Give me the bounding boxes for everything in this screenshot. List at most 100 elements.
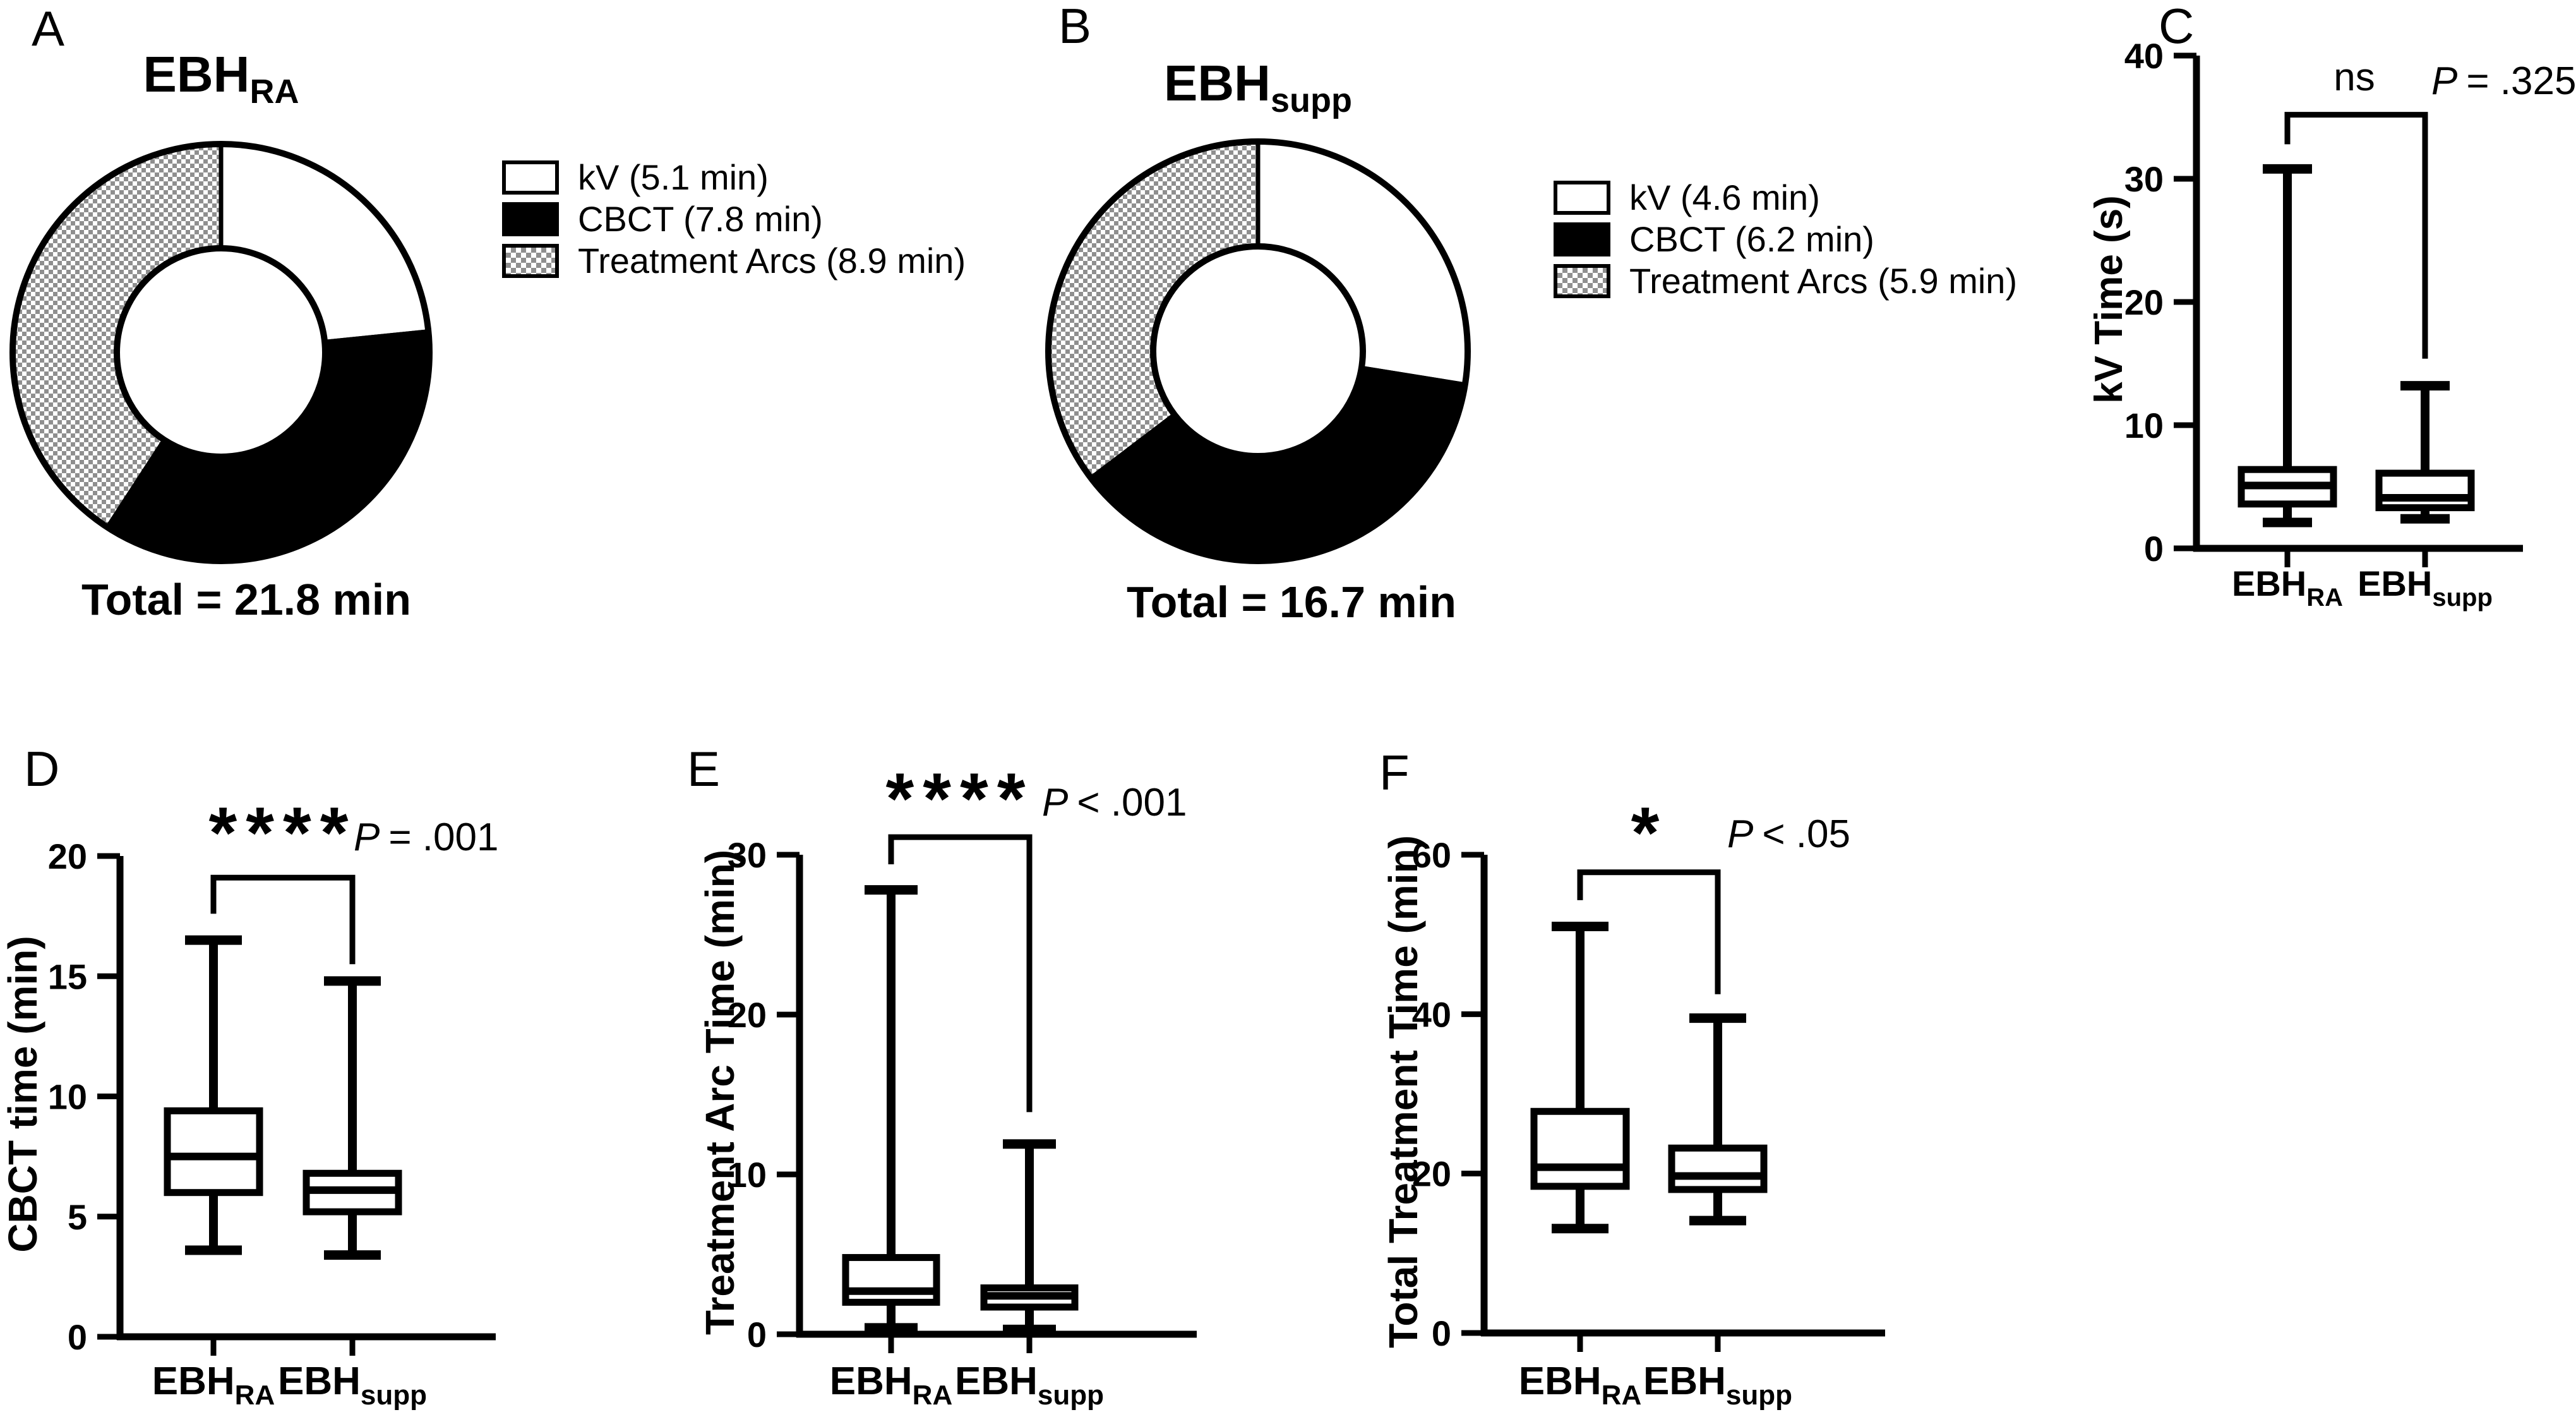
box-iqr bbox=[2375, 469, 2475, 512]
p-value-text: = .325 bbox=[2466, 59, 2576, 103]
y-tick-label: 30 bbox=[728, 835, 767, 875]
xlabel-sub: RA bbox=[912, 1380, 953, 1411]
legend-item-cbct: CBCT (7.8 min) bbox=[502, 198, 966, 240]
y-tick-label: 20 bbox=[728, 995, 767, 1035]
significance-bracket bbox=[2284, 112, 2428, 359]
donut-a-title-main: EBH bbox=[143, 46, 250, 102]
significance-bracket bbox=[210, 874, 356, 965]
boxplot-e-significance: **** bbox=[885, 759, 1034, 840]
y-tick-label: 20 bbox=[2124, 282, 2164, 322]
boxplot-d-significance: **** bbox=[208, 793, 357, 874]
donut-b-title-sub: supp bbox=[1270, 81, 1352, 119]
xlabel-main: EBH bbox=[829, 1360, 913, 1403]
donut-a-title: EBHRA bbox=[0, 49, 442, 109]
y-tick-label: 0 bbox=[68, 1317, 87, 1357]
xlabel-main: EBH bbox=[2231, 564, 2307, 603]
p-symbol: P bbox=[354, 816, 380, 859]
boxplot-f-pvalue: P < .05 bbox=[1727, 815, 1850, 854]
xlabel-main: EBH bbox=[152, 1360, 235, 1403]
p-value-text: = .001 bbox=[388, 816, 499, 859]
donut-A-chart bbox=[9, 141, 433, 564]
panel-b-letter: B bbox=[1058, 0, 1092, 54]
box-iqr bbox=[164, 1107, 263, 1197]
legend-label-kv: kV (5.1 min) bbox=[578, 157, 769, 197]
legend-label-arcs: Treatment Arcs (8.9 min) bbox=[578, 241, 966, 280]
boxplot-c-xlabel-supp: EBHsupp bbox=[2318, 564, 2532, 612]
boxplot-c-pvalue: P = .325 bbox=[2431, 62, 2576, 101]
cbct-swatch-icon bbox=[1554, 222, 1610, 256]
xlabel-main: EBH bbox=[1518, 1360, 1602, 1403]
box-iqr bbox=[842, 1254, 940, 1306]
donut-a-title-sub: RA bbox=[249, 73, 299, 111]
panel-f-letter: F bbox=[1379, 745, 1410, 800]
boxplot-F-chart: 0 20 40 60 bbox=[1412, 835, 1885, 1353]
donut-b-legend: kV (4.6 min) CBCT (6.2 min) Treatment Ar… bbox=[1554, 177, 2017, 302]
legend-item-kv: kV (4.6 min) bbox=[1554, 177, 2017, 219]
xlabel-main: EBH bbox=[2357, 564, 2433, 603]
legend-label-kv: kV (4.6 min) bbox=[1629, 178, 1820, 217]
donut-b-title-main: EBH bbox=[1164, 55, 1271, 111]
arcs-swatch-icon bbox=[1554, 264, 1610, 298]
boxplot-d-ylabel: CBCT time (min) bbox=[0, 936, 45, 1253]
arcs-swatch-icon bbox=[502, 244, 559, 278]
xlabel-main: EBH bbox=[954, 1360, 1038, 1403]
p-symbol: P bbox=[2431, 59, 2458, 103]
xlabel-sub: supp bbox=[2432, 584, 2493, 612]
xlabel-sub: supp bbox=[1037, 1380, 1104, 1411]
donut-b-title: EBHsupp bbox=[1037, 58, 1479, 118]
legend-item-arcs: Treatment Arcs (8.9 min) bbox=[502, 240, 966, 282]
boxplot-f-significance: * bbox=[1631, 793, 1668, 874]
significance-bracket bbox=[888, 834, 1033, 1112]
panel-c-letter: C bbox=[2159, 0, 2195, 54]
boxplot-f-ylabel: Total Treatment Time (min) bbox=[1381, 835, 1426, 1348]
boxplot-e-ylabel: Treatment Arc Time (min) bbox=[697, 849, 743, 1336]
boxplot-d-pvalue: P = .001 bbox=[354, 818, 498, 857]
boxplot-C-chart: 0 10 20 30 40 bbox=[2124, 36, 2523, 569]
donut-b-total: Total = 16.7 min bbox=[1127, 577, 1456, 627]
boxplot-f-xlabel-ra: EBHRA bbox=[1473, 1362, 1687, 1409]
boxplot-D-chart: 0 5 10 15 20 bbox=[48, 836, 496, 1357]
xlabel-sub: supp bbox=[1725, 1380, 1792, 1411]
boxplot-e-xlabel-supp: EBHsupp bbox=[922, 1362, 1137, 1409]
donut-a-total: Total = 21.8 min bbox=[81, 575, 411, 624]
panel-a-letter: A bbox=[32, 1, 65, 56]
kv-swatch-icon bbox=[502, 160, 559, 195]
box-iqr bbox=[1668, 1144, 1768, 1193]
p-value-text: < .001 bbox=[1077, 781, 1187, 824]
box-iqr bbox=[1530, 1107, 1630, 1190]
y-tick-label: 0 bbox=[747, 1315, 767, 1354]
panel-e-letter: E bbox=[687, 741, 721, 797]
y-tick-label: 10 bbox=[48, 1077, 87, 1117]
donut-slice bbox=[1046, 139, 1261, 481]
xlabel-sub: supp bbox=[360, 1380, 427, 1411]
boxplot-d-xlabel-supp: EBHsupp bbox=[245, 1362, 460, 1409]
boxplot-f-xlabel-supp: EBHsupp bbox=[1610, 1362, 1825, 1409]
y-tick-label: 0 bbox=[2144, 529, 2164, 569]
y-tick-label: 5 bbox=[68, 1197, 87, 1237]
legend-item-arcs: Treatment Arcs (5.9 min) bbox=[1554, 260, 2017, 302]
y-tick-label: 10 bbox=[2124, 406, 2164, 445]
y-tick-label: 10 bbox=[728, 1155, 767, 1195]
xlabel-main: EBH bbox=[1643, 1360, 1726, 1403]
y-tick-label: 40 bbox=[2124, 36, 2164, 76]
boxplot-c-ylabel: kV Time (s) bbox=[2087, 195, 2131, 404]
xlabel-sub: RA bbox=[234, 1380, 275, 1411]
y-tick-label: 15 bbox=[48, 956, 87, 996]
significance-bracket bbox=[1577, 869, 1721, 994]
donut-B-chart bbox=[1045, 138, 1471, 564]
y-tick-label: 30 bbox=[2124, 159, 2164, 199]
cbct-swatch-icon bbox=[502, 202, 559, 236]
legend-item-cbct: CBCT (6.2 min) bbox=[1554, 219, 2017, 260]
y-tick-label: 0 bbox=[1432, 1313, 1451, 1353]
legend-label-cbct: CBCT (6.2 min) bbox=[1629, 219, 1874, 259]
xlabel-sub: RA bbox=[1601, 1380, 1642, 1411]
legend-label-arcs: Treatment Arcs (5.9 min) bbox=[1629, 261, 2018, 301]
legend-label-cbct: CBCT (7.8 min) bbox=[578, 199, 823, 239]
boxplot-c-significance: ns bbox=[2333, 56, 2375, 99]
p-symbol: P bbox=[1727, 812, 1754, 856]
y-tick-label: 20 bbox=[48, 836, 87, 876]
boxplot-d-xlabel-ra: EBHRA bbox=[106, 1362, 321, 1409]
y-tick-label: 20 bbox=[1412, 1154, 1451, 1194]
